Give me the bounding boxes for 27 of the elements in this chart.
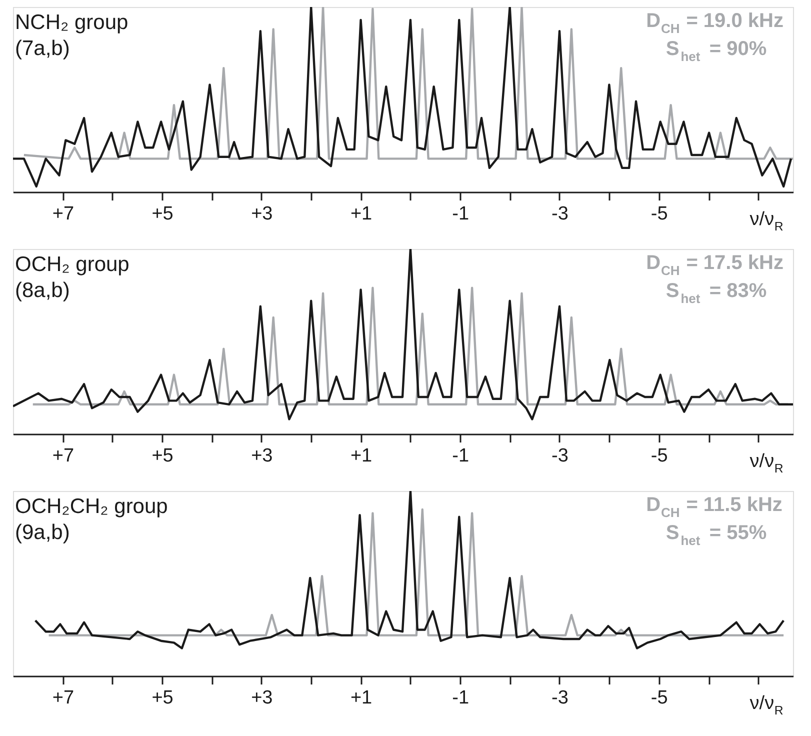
x-tick-label: -3: [552, 446, 568, 466]
text: (7a,b): [15, 37, 70, 60]
x-tick-label: +5: [152, 688, 174, 708]
x-tick-label: +3: [251, 688, 273, 708]
text: (9a,b): [15, 521, 70, 544]
x-tick-label: +3: [251, 204, 273, 224]
x-tick-label: +7: [52, 204, 74, 224]
x-tick-label: +5: [152, 204, 174, 224]
x-tick-label: -1: [452, 446, 470, 466]
x-tick-label: +1: [350, 688, 372, 708]
x-tick-label: +7: [52, 688, 74, 708]
x-tick-label: +1: [350, 446, 372, 466]
x-tick-label: -5: [650, 204, 668, 224]
x-tick-label: -5: [650, 688, 668, 708]
x-tick-label: +7: [52, 446, 74, 466]
x-tick-label: -1: [452, 688, 470, 708]
x-tick-label: -3: [552, 204, 568, 224]
x-tick-label: +1: [350, 204, 372, 224]
x-tick-label: -3: [552, 688, 568, 708]
x-tick-label: -1: [452, 204, 470, 224]
chart-title: OCH₂CH₂ group: [15, 495, 168, 518]
x-tick-label: +5: [152, 446, 174, 466]
x-tick-label: -5: [650, 446, 668, 466]
x-tick-label: +3: [251, 446, 273, 466]
chart-title: OCH₂ group: [15, 253, 130, 276]
text: (8a,b): [15, 279, 70, 302]
chart-title: NCH₂ group: [15, 11, 128, 34]
